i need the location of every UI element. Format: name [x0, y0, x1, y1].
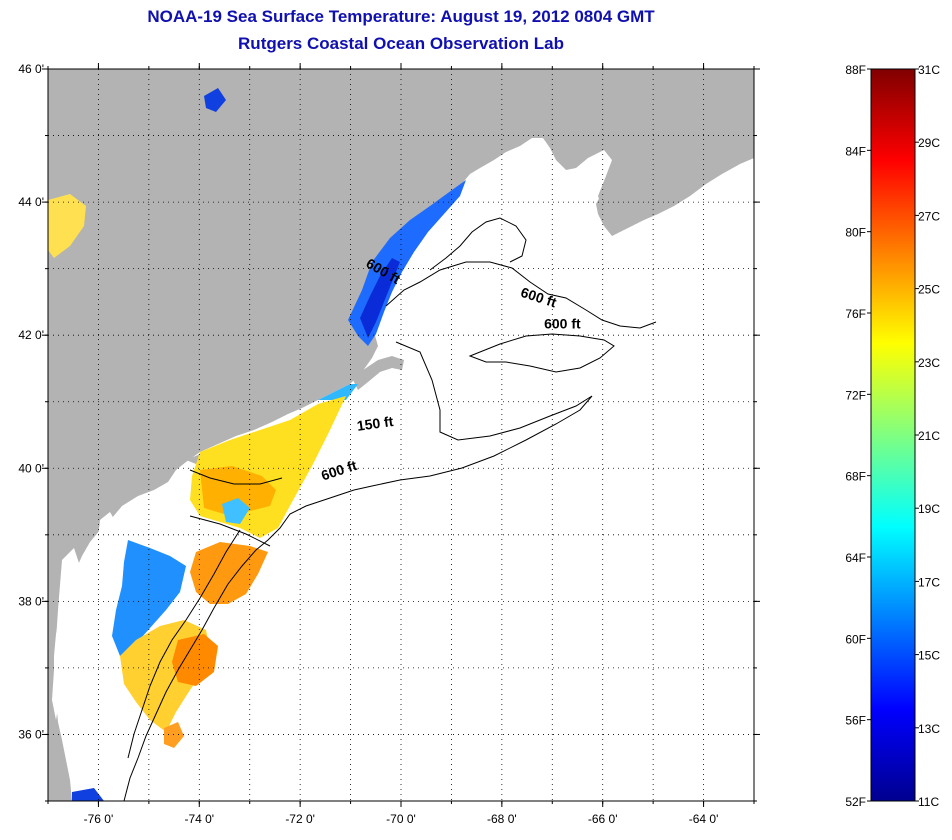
contour-600ft-gulf — [385, 261, 657, 329]
sst-ny-bight-cool — [222, 498, 250, 524]
contour-label: 600 ft — [544, 316, 581, 332]
chesapeake-bay — [52, 548, 80, 720]
colorbar-c-label: 11C — [918, 795, 939, 809]
sst-north-lake — [204, 88, 226, 112]
contour-150ft-shelf — [127, 529, 241, 759]
colorbar-c-label: 31C — [918, 63, 940, 77]
sst-swath — [48, 88, 466, 801]
contour-label: 150 ft — [356, 413, 395, 434]
lat-tick-label: 42 0' — [18, 328, 44, 342]
colorbar-f-label: 72F — [845, 388, 866, 402]
colorbar-c-label: 15C — [918, 649, 940, 663]
map-subtitle: Rutgers Coastal Ocean Observation Lab — [238, 34, 564, 53]
lat-tick-label: 36 0' — [18, 727, 44, 741]
colorbar-f-label: 84F — [845, 144, 866, 158]
lon-tick-label: -68 0' — [487, 812, 517, 826]
sst-delmarva-orange — [172, 634, 218, 686]
colorbar-c-label: 19C — [918, 502, 940, 516]
lon-tick-label: -76 0' — [84, 812, 114, 826]
colorbar-c-label: 13C — [918, 722, 940, 736]
contour-inner-gulf — [429, 217, 527, 271]
colorbar-c-label: 23C — [918, 356, 940, 370]
contour-150ft-georges — [353, 341, 593, 491]
contour-swath-edge-ny — [189, 469, 283, 485]
lat-tick-label: 38 0' — [18, 594, 44, 608]
sst-nj-shelf — [190, 542, 268, 604]
lon-tick-label: -74 0' — [184, 812, 214, 826]
colorbar-f-label: 56F — [845, 714, 866, 728]
contour-600ft-georges — [468, 333, 615, 373]
colorbar-f-label: 80F — [845, 226, 866, 240]
sst-nj-coastal — [112, 540, 186, 656]
colorbar-f-label: 68F — [845, 470, 866, 484]
lon-tick-label: -72 0' — [285, 812, 315, 826]
nova-scotia-land — [596, 112, 754, 236]
sst-cape-hatteras — [164, 722, 184, 748]
north-american-land — [48, 69, 754, 801]
colorbar-f-label: 88F — [845, 63, 866, 77]
map-title: NOAA-19 Sea Surface Temperature: August … — [147, 7, 655, 26]
lat-tick-label: 40 0' — [18, 461, 44, 475]
sst-gulf-deep — [360, 258, 400, 338]
colorbar-c-label: 29C — [918, 136, 940, 150]
lon-tick-label: -70 0' — [386, 812, 416, 826]
colorbar-f-label: 76F — [845, 307, 866, 321]
bathymetry-contours — [123, 217, 657, 801]
colorbar-c-label: 17C — [918, 575, 940, 589]
colorbar-c-label: 27C — [918, 209, 940, 223]
contour-swath-edge-nj — [189, 515, 271, 547]
colorbar-f-label: 60F — [845, 632, 866, 646]
colorbar-celsius-labels: 31C 29C 27C 25C 23C 21C 19C 17C 15C 13C 11C — [915, 63, 940, 809]
delaware-bay — [98, 512, 118, 550]
colorbar-c-label: 25C — [918, 283, 940, 297]
colorbar-bar — [870, 68, 916, 802]
sst-cape-area — [318, 384, 358, 400]
bay-waters — [52, 512, 118, 720]
colorbar: 88F 84F 80F 76F 72F 68F 64F 60F 56F 52F 31C 29C 27C… — [845, 63, 940, 809]
lat-tick-label: 44 0' — [18, 195, 44, 209]
lon-tick-label: -64 0' — [689, 812, 719, 826]
sst-nw-lake — [48, 194, 86, 258]
graticule — [48, 69, 754, 801]
colorbar-f-label: 52F — [845, 795, 866, 809]
lat-tick-label: 46 0' — [18, 62, 44, 76]
lon-tick-label: -66 0' — [588, 812, 618, 826]
contour-600ft-shelfbreak — [123, 489, 355, 801]
cape-cod-land — [352, 356, 404, 390]
sst-bottom-left — [72, 788, 104, 801]
sst-shelf-orange — [200, 466, 276, 514]
axes: -76 0' -74 0' -72 0' -70 0' -68 0' -66 0' -64 … — [18, 62, 760, 826]
colorbar-c-label: 21C — [918, 429, 940, 443]
colorbar-f-label: 64F — [845, 551, 866, 565]
colorbar-fahrenheit-labels: 88F 84F 80F 76F 72F 68F 64F 60F 56F 52F — [845, 63, 871, 809]
